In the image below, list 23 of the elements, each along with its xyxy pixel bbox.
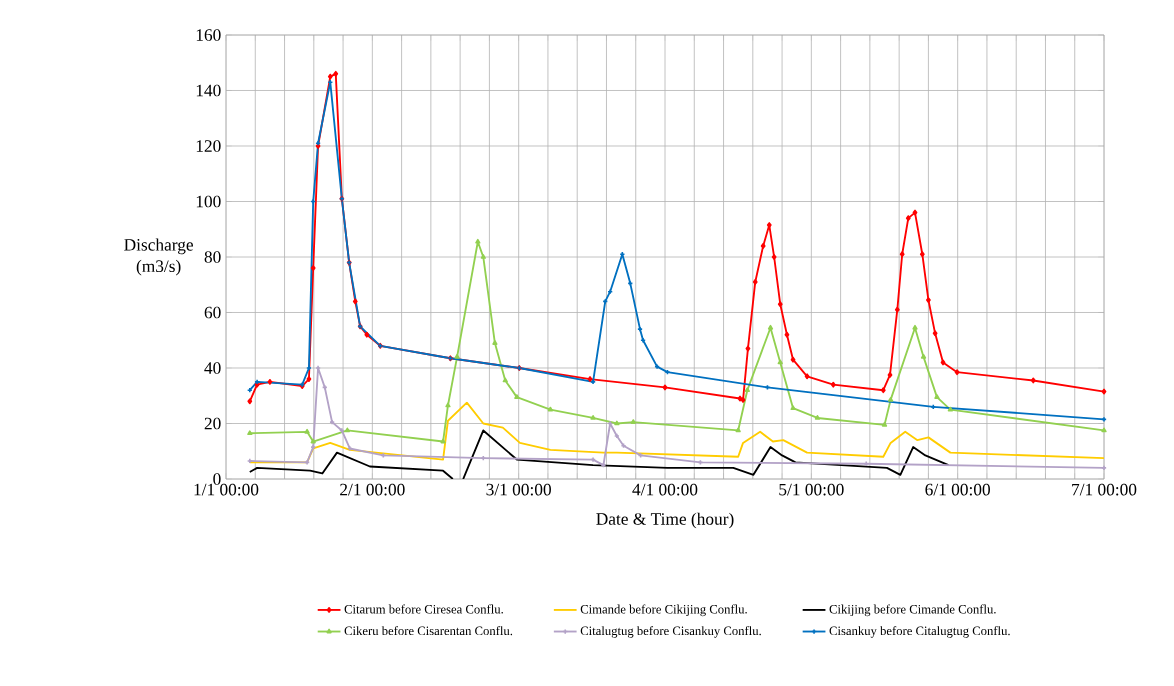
- y-tick-label: 0: [213, 473, 221, 485]
- legend-label: Cikeru before Cisarentan Conflu.: [344, 626, 513, 636]
- x-tick-label: 5/1 00:00: [779, 483, 844, 496]
- x-tick-label: 4/1 00:00: [632, 483, 698, 496]
- x-axis-title: Date & Time (hour): [596, 512, 734, 529]
- x-tick-label: 2/1 00:00: [340, 483, 405, 496]
- y-tick-label: 160: [196, 29, 221, 41]
- y-tick-label: 100: [196, 195, 221, 208]
- x-tick-label: 6/1 00:00: [925, 483, 990, 496]
- legend-label: Cimande before Cikijing Conflu.: [580, 604, 747, 617]
- y-tick-label: 120: [196, 140, 221, 152]
- legend-label: Cisankuy before Citalugtug Conflu.: [829, 626, 1010, 638]
- y-axis-title: Discharge (m3/s): [124, 238, 193, 276]
- legend-label: Citalugtug before Cisankuy Conflu.: [580, 626, 761, 638]
- y-tick-label: 40: [204, 362, 221, 374]
- x-tick-label: 7/1 00:00: [1072, 483, 1137, 496]
- y-tick-label: 140: [196, 84, 221, 97]
- y-tick-label: 60: [204, 306, 221, 319]
- legend-label: Cikijing before Cimande Conflu.: [829, 604, 996, 617]
- legend-label: Citarum before Ciresea Conflu.: [344, 604, 503, 614]
- y-tick-label: 20: [204, 417, 221, 430]
- y-tick-label: 80: [204, 251, 221, 263]
- x-tick-label: 3/1 00:00: [486, 483, 551, 496]
